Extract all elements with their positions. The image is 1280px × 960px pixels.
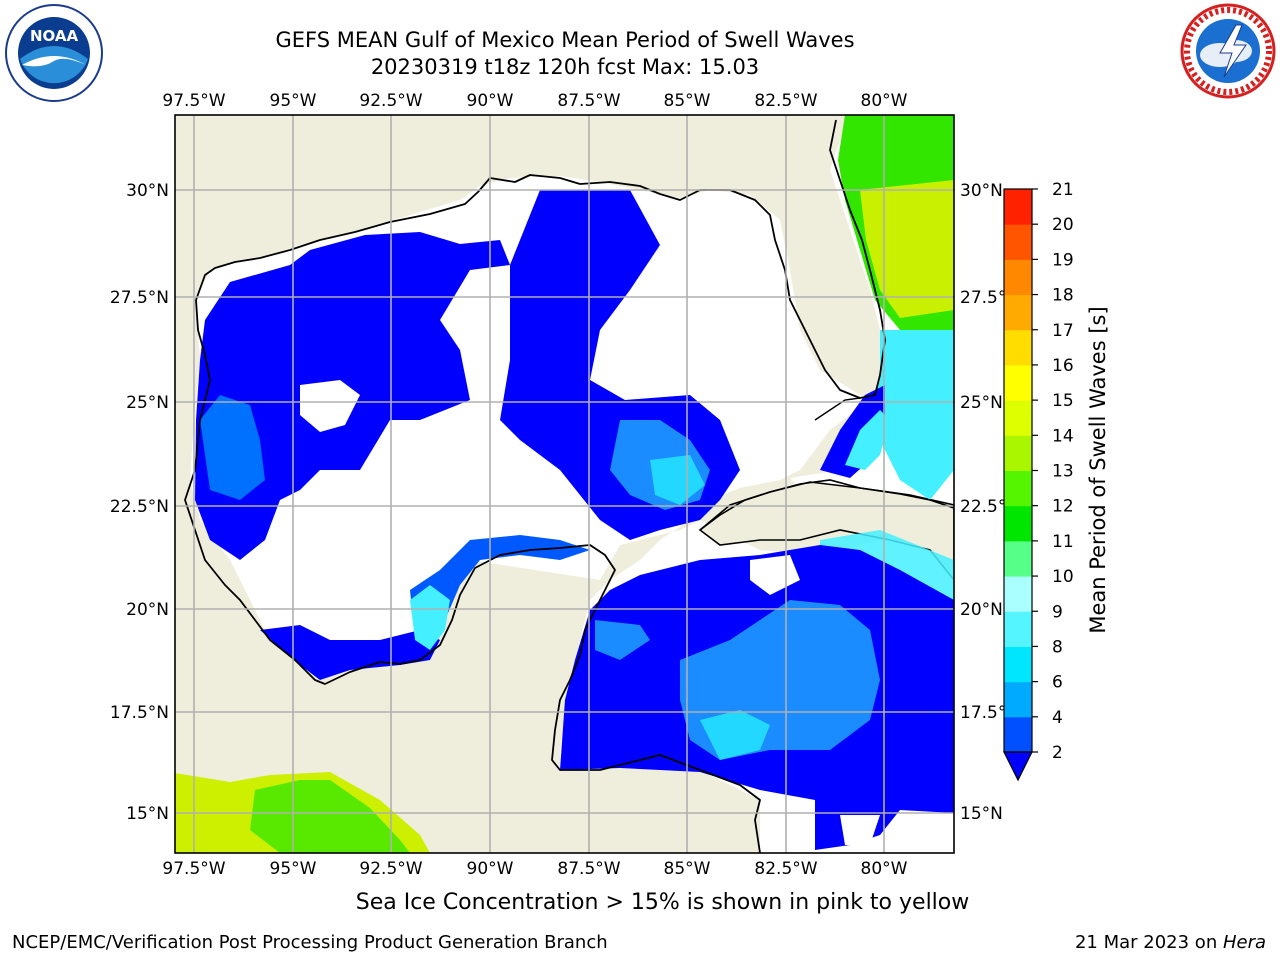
colorbar-swatch [1004,259,1032,296]
lon-label: 90°W [467,859,514,879]
lat-label: 17.5°N [110,703,169,723]
sea-ice-note: Sea Ice Concentration > 15% is shown in … [355,890,970,915]
west-gulf-opening [300,380,360,432]
colorbar-tick-label: 8 [1052,637,1063,657]
colorbar-tick-label: 21 [1052,180,1074,200]
lat-label: 15°N [126,804,169,824]
lat-label: 30°N [960,181,1003,201]
bay-of-campeche-cyan [410,585,450,650]
colorbar-swatch [1004,576,1032,612]
caribbean-gap-2 [840,815,880,845]
national-weather-service-logo [1180,3,1276,99]
colorbar-tick-label: 13 [1052,462,1074,482]
colorbar-swatch [1004,540,1032,577]
florida-keys [814,397,861,421]
caribbean-gap-1 [750,555,800,595]
colorbar-under-arrow [1003,751,1033,782]
lon-label: 87.5°W [557,859,620,879]
colorbar-swatch [1004,470,1032,507]
colorbar-swatch [1004,400,1032,436]
lat-label: 25°N [960,393,1003,413]
credit-host: Hera [1222,932,1266,953]
lat-label: 22.5°N [110,497,169,517]
colorbar-tick-label: 19 [1052,250,1074,270]
lat-label: 15°N [960,804,1003,824]
lon-label: 95°W [270,91,317,111]
lat-labels-left: 30°N 27.5°N 25°N 22.5°N 20°N 17.5°N 15°N [110,181,169,824]
lon-label: 92.5°W [359,859,422,879]
colorbar-swatch [1004,329,1032,366]
lon-label: 90°W [467,91,514,111]
lon-label: 95°W [270,859,317,879]
central-gulf-swell-cyan [650,455,705,505]
colorbar-swatch [1004,505,1032,542]
bay-of-campeche-swell [410,535,590,650]
lat-label: 27.5°N [110,288,169,308]
credit-left: NCEP/EMC/Verification Post Processing Pr… [12,932,608,953]
colorbar-swatch [1004,646,1032,683]
colorbar-tick-label: 2 [1052,743,1063,763]
colorbar-swatch [1004,224,1032,260]
lat-label: 20°N [960,600,1003,620]
map-frame [174,114,955,854]
lon-label: 97.5°W [162,91,225,111]
lon-label: 82.5°W [754,859,817,879]
map-title: GEFS MEAN Gulf of Mexico Mean Period of … [275,28,855,52]
colorbar-label: Mean Period of Swell Waves [s] [1086,306,1110,633]
lon-label: 87.5°W [557,91,620,111]
florida-straits-cyan [845,410,890,470]
lon-label: 80°W [861,859,908,879]
colorbar-tick-label: 18 [1052,286,1074,306]
lat-label: 20°N [126,600,169,620]
lon-label: 82.5°W [754,91,817,111]
lon-label: 97.5°W [162,859,225,879]
map-area [175,115,954,853]
lon-labels-top: 97.5°W 95°W 92.5°W 90°W 87.5°W 85°W 82.5… [162,91,907,111]
colorbar-swatch [1004,189,1032,225]
lat-label: 30°N [126,181,169,201]
lat-label: 25°N [126,393,169,413]
colorbar-swatch [1004,611,1032,647]
colorbar-swatch [1004,364,1032,401]
gulf-coastline [184,299,761,853]
colorbar-tick-label: 16 [1052,356,1074,376]
west-gulf-swell-light [200,395,265,500]
cuba-coastline [699,479,954,531]
colorbar-tick-label: 11 [1052,532,1074,552]
colorbar-swatch [1004,681,1032,718]
credit-date: 21 Mar 2023 on [1074,932,1223,953]
lon-labels-bottom: 97.5°W 95°W 92.5°W 90°W 87.5°W 85°W 82.5… [162,859,907,879]
colorbar-swatch [1004,294,1032,331]
colorbar-tick-label: 14 [1052,426,1074,446]
yucatan-swell-light [595,620,650,660]
colorbar-tick-label: 17 [1052,321,1074,341]
south-gulf-swell [260,625,440,680]
caribbean-swell-cyan-patch [700,710,770,760]
noaa-logo: NOAA [5,4,103,102]
colorbar-tick-label: 6 [1052,673,1063,693]
colorbar-ticks: 2 4 6 8 9 10 11 12 13 14 15 16 17 18 19 20 21 [1032,180,1074,763]
map-subtitle: 20230319 t18z 120h fcst Max: 15.03 [370,55,760,79]
graticule [175,115,954,853]
colorbar: 2 4 6 8 9 10 11 12 13 14 15 16 17 18 19 20 21 Mean Perio… [1003,180,1110,782]
colorbar-swatches [1004,189,1032,753]
colorbar-tick-label: 9 [1052,602,1063,622]
colorbar-tick-label: 15 [1052,391,1074,411]
lon-label: 92.5°W [359,91,422,111]
lon-label: 85°W [664,859,711,879]
colorbar-swatch [1004,716,1032,753]
lon-label: 80°W [861,91,908,111]
colorbar-swatch [1004,435,1032,471]
colorbar-tick-label: 12 [1052,497,1074,517]
pacific-swell-green [250,780,410,853]
colorbar-tick-label: 4 [1052,708,1063,728]
lon-label: 85°W [664,91,711,111]
colorbar-tick-label: 10 [1052,567,1074,587]
credit-right: 21 Mar 2023 on Hera [1075,932,1266,953]
colorbar-tick-label: 20 [1052,215,1074,235]
noaa-logo-text: NOAA [30,27,79,45]
